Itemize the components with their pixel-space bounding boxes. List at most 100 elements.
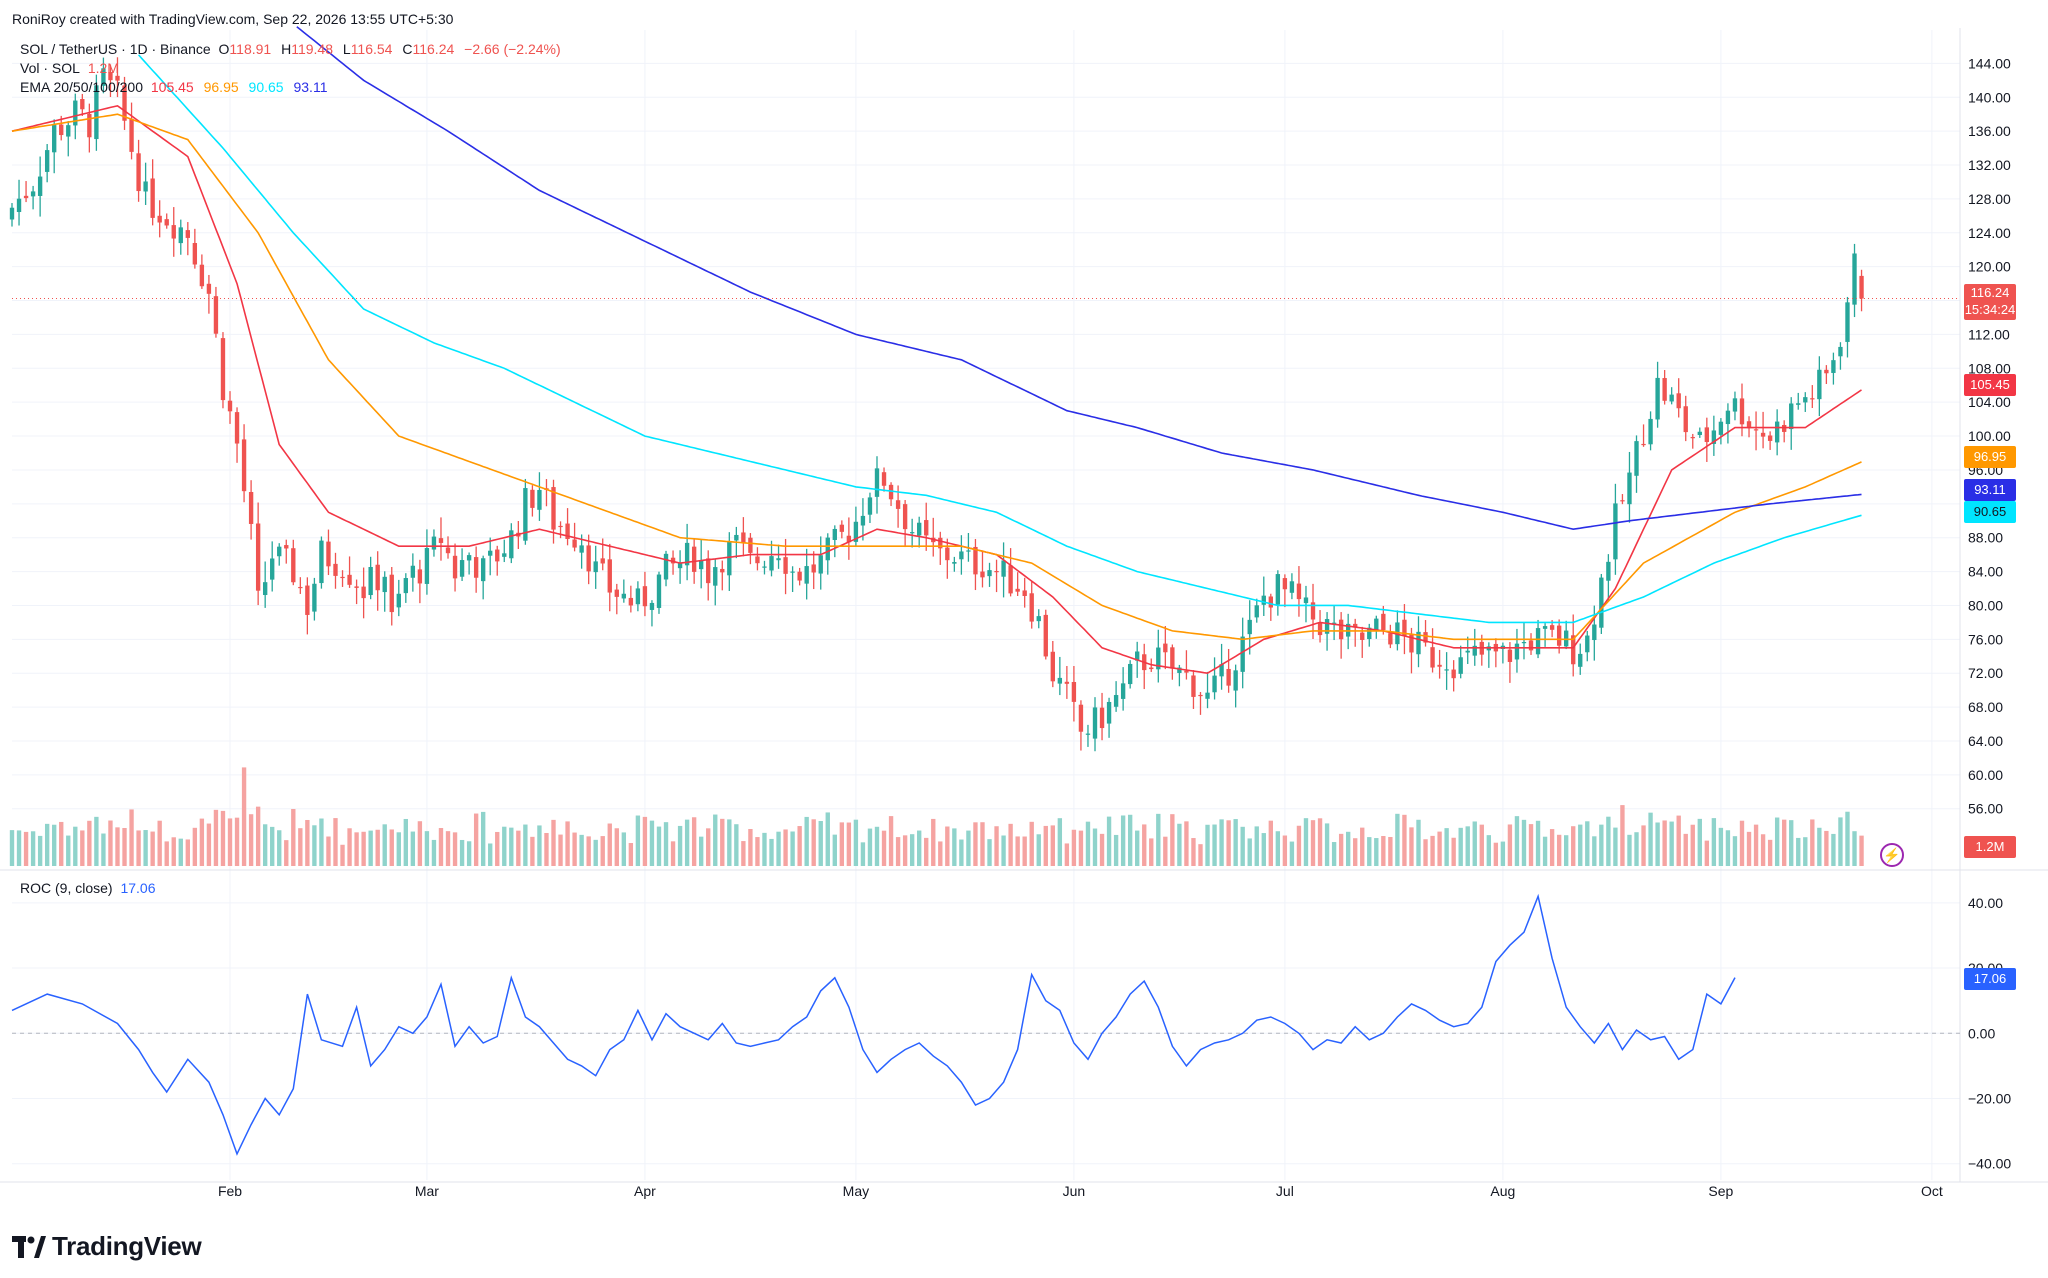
volume-bar — [157, 820, 162, 866]
legend-volume: Vol · SOL 1.2M — [20, 60, 119, 76]
volume-bar — [551, 819, 556, 866]
candle-body — [312, 583, 317, 612]
candle-body — [1767, 435, 1773, 441]
candle-body — [1423, 632, 1428, 643]
volume-bar — [164, 841, 169, 866]
candle-body — [924, 520, 929, 536]
candle-body — [1071, 681, 1077, 702]
candle-body — [1261, 595, 1266, 605]
volume-bar — [790, 831, 795, 866]
volume-bar — [1331, 842, 1337, 866]
volume-bar — [1191, 838, 1196, 866]
volume-bar — [44, 823, 50, 866]
volume-bar — [234, 817, 240, 866]
candle-body — [860, 515, 866, 526]
volume-bar — [312, 825, 317, 866]
candle-body — [417, 569, 423, 584]
candle-body — [670, 557, 676, 564]
candle-body — [572, 539, 577, 548]
candle-body — [1127, 663, 1133, 685]
volume-bar — [1627, 834, 1632, 866]
volume-bar — [1078, 830, 1084, 866]
roc-axis-label: 40.00 — [1968, 895, 2003, 911]
candle-body — [1029, 593, 1034, 622]
volume-bar — [1071, 829, 1077, 866]
candle-body — [1796, 403, 1801, 405]
candle-body — [438, 538, 444, 543]
volume-bar — [80, 830, 85, 866]
candle-body — [185, 230, 190, 238]
volume-bar — [1732, 836, 1738, 866]
ema200-value: 93.11 — [293, 79, 328, 95]
volume-bar — [1381, 836, 1386, 866]
candle-body — [1036, 616, 1041, 622]
candle-body — [1634, 441, 1639, 476]
volume-bar — [1472, 821, 1477, 866]
price-axis-label: 120.00 — [1968, 259, 2011, 275]
candle-body — [677, 563, 683, 569]
candle-body — [1198, 694, 1203, 697]
volume-bar — [1008, 823, 1013, 866]
candle-body — [832, 528, 837, 540]
tradingview-logo[interactable]: TradingView — [12, 1231, 202, 1262]
volume-bar — [1233, 819, 1238, 866]
volume-bar — [565, 821, 570, 866]
volume-bar — [1036, 834, 1041, 866]
volume-bar — [1106, 816, 1112, 866]
volume-bar — [1592, 836, 1597, 866]
volume-label[interactable]: Vol · SOL — [20, 60, 80, 76]
price-axis-label: 112.00 — [1968, 326, 2010, 342]
volume-bar — [572, 832, 577, 866]
volume-bar — [1767, 839, 1773, 866]
bolt-icon[interactable]: ⚡ — [1880, 843, 1904, 867]
volume-bar — [1360, 827, 1365, 866]
roc-label[interactable]: ROC (9, close) — [20, 880, 113, 896]
symbol-label[interactable]: SOL / TetherUS · 1D · Binance — [20, 41, 211, 57]
candle-body — [206, 283, 212, 294]
candle-body — [1669, 394, 1674, 402]
volume-bar — [94, 816, 99, 866]
volume-bar — [1198, 844, 1203, 866]
volume-bar — [811, 819, 816, 866]
volume-bar — [1782, 819, 1787, 866]
candle-body — [1528, 640, 1534, 651]
candle-body — [1135, 651, 1140, 661]
candle-body — [699, 560, 704, 570]
roc-price-tag: 17.06 — [1964, 968, 2016, 990]
candle-body — [178, 227, 183, 244]
ema50-value: 96.95 — [203, 79, 239, 95]
volume-price-tag: 1.2M — [1964, 836, 2016, 858]
time-axis-label: Jun — [1063, 1183, 1086, 1199]
candle-body — [52, 125, 57, 153]
volume-bar — [277, 830, 282, 866]
volume-value: 1.2M — [87, 60, 119, 76]
candle-body — [101, 68, 106, 86]
ema-label[interactable]: EMA 20/50/100/200 — [20, 79, 143, 95]
candle-body — [1458, 657, 1463, 674]
volume-bar — [192, 827, 198, 866]
candle-body — [1739, 398, 1745, 425]
volume-bar — [1268, 820, 1273, 866]
candle-body — [270, 558, 275, 580]
volume-bar — [1156, 813, 1161, 866]
candle-body — [558, 525, 563, 528]
volume-bar — [1803, 837, 1808, 866]
volume-bar — [1599, 824, 1604, 866]
volume-bar — [1092, 828, 1098, 866]
candle-body — [73, 100, 78, 126]
candle-body — [1549, 625, 1555, 630]
candle-body — [1641, 443, 1646, 446]
ema20-line — [11, 104, 1862, 675]
candle-body — [523, 488, 528, 541]
volume-bar — [677, 825, 683, 866]
candle-body — [1374, 618, 1379, 630]
volume-bar — [1845, 811, 1850, 866]
volume-bar — [108, 820, 113, 866]
volume-bar — [1774, 817, 1780, 866]
candle-body — [663, 553, 669, 580]
candle-body — [1690, 437, 1695, 439]
volume-bar — [734, 824, 739, 866]
volume-bar — [1606, 816, 1611, 866]
volume-bar — [262, 824, 268, 866]
